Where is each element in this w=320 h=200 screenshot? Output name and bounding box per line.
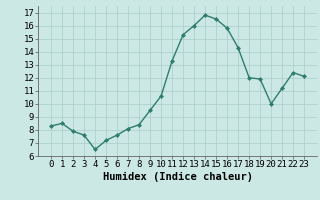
X-axis label: Humidex (Indice chaleur): Humidex (Indice chaleur) — [103, 172, 252, 182]
